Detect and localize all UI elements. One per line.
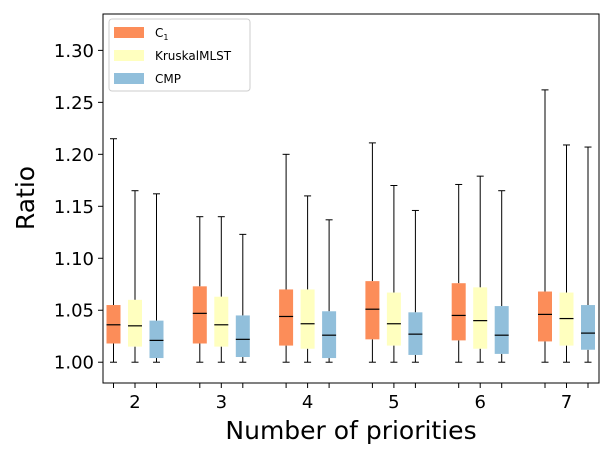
legend-label: KruskalMLST [155,49,232,63]
y-tick-label: 1.15 [54,197,94,218]
box-body [473,287,488,349]
box-kruskalmlst-4 [300,195,315,363]
box-body [235,315,250,358]
box-kruskalmlst-7 [559,144,574,363]
box-c-7 [538,89,552,363]
x-tick-label: 3 [216,392,227,413]
legend: C1 KruskalMLST CMP [108,18,251,92]
box-kruskalmlst-6 [473,175,488,363]
box-cmp-6 [494,190,509,363]
box-body [494,306,509,354]
box-c-6 [451,183,466,363]
box-cmp-4 [322,219,337,363]
legend-swatch [114,50,144,61]
box-body [581,305,595,350]
box-cmp-2 [149,193,164,363]
x-tick-label: 4 [302,392,313,413]
box-c-4 [279,153,294,363]
box-kruskalmlst-3 [214,216,229,363]
box-body [149,320,164,359]
legend-swatch [114,27,144,38]
box-body [128,299,142,347]
legend-label: C1 [155,26,168,42]
box-group [106,89,595,363]
box-cmp-5 [408,209,423,363]
y-tick-label: 1.05 [54,301,94,322]
y-tick-label: 1.30 [54,41,94,62]
x-tick-label: 7 [561,392,572,413]
x-tick-label: 2 [129,392,140,413]
x-axis: 2 3 4 5 6 7 [113,383,589,413]
x-tick-label: 6 [474,392,485,413]
y-axis-label: Ratio [11,166,40,230]
box-body [451,283,466,341]
legend-frame [108,18,251,92]
box-cmp-7 [581,146,595,363]
y-tick-label: 1.25 [54,93,94,114]
box-body [386,292,401,346]
box-body [300,289,315,349]
y-axis: 1.00 1.05 1.10 1.15 1.20 1.25 1.30 [54,41,103,374]
box-body [365,281,380,340]
legend-label: CMP [155,72,181,86]
box-body [214,296,229,347]
box-kruskalmlst-2 [128,190,142,363]
y-tick-label: 1.20 [54,145,94,166]
box-body [538,291,552,342]
y-tick-label: 1.00 [54,353,94,374]
box-kruskalmlst-5 [386,185,401,363]
legend-swatch [114,73,144,84]
x-axis-label: Number of priorities [225,416,476,445]
plot-frame [102,13,600,384]
box-body [279,289,294,346]
y-tick-label: 1.10 [54,249,94,270]
box-body [192,286,207,344]
box-c-2 [106,138,121,363]
box-cmp-3 [235,233,250,363]
box-c-3 [192,216,207,363]
x-tick-label: 5 [388,392,399,413]
box-c-5 [365,142,380,363]
